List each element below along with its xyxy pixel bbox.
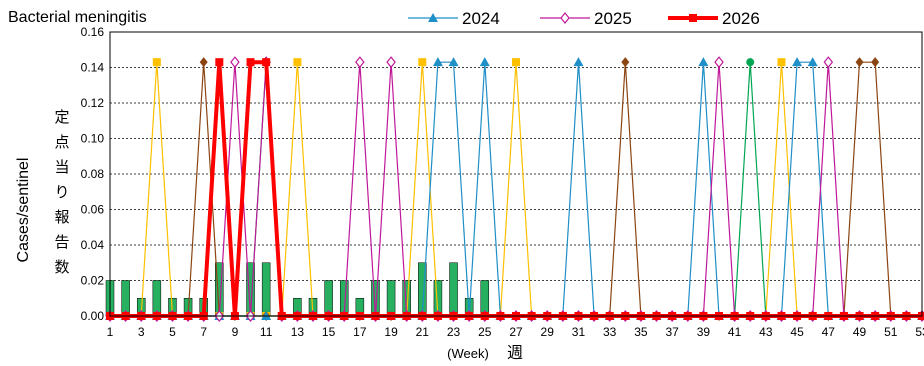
x-tick-label: 5 [169, 325, 176, 339]
series-1-point [293, 58, 302, 67]
y-tick-label: 0.00 [81, 309, 105, 323]
y-axis-label-jp-char: 告 [54, 234, 69, 251]
y-axis-label-jp-char: 数 [54, 259, 69, 276]
y-tick-labels: 0.00 0.02 0.04 0.06 0.08 0.10 0.12 0.14 0.16 [81, 25, 105, 323]
x-axis-label-en: (Week) [447, 346, 489, 361]
x-tick-label: 43 [759, 325, 773, 339]
series-2026-line [110, 60, 922, 318]
y-axis-label-en: Cases/sentinel [15, 158, 32, 263]
chart-title: Bacterial meningitis [8, 9, 147, 26]
bar [261, 262, 271, 317]
y-tick-label: 0.02 [81, 274, 105, 288]
series-2024-point [573, 57, 584, 67]
series-2024-point [698, 57, 709, 67]
series-2024-point [792, 57, 803, 67]
series-2026-point [246, 58, 255, 67]
legend-marker-2025 [560, 12, 570, 24]
x-tick-label: 25 [478, 325, 492, 339]
series-2-point [871, 57, 880, 68]
y-tick-label: 0.16 [81, 25, 105, 39]
series-1-point [152, 58, 161, 67]
x-tick-label: 53 [915, 325, 924, 339]
x-tick-label: 51 [884, 325, 898, 339]
x-tick-label: 15 [322, 325, 336, 339]
x-tick-label: 31 [572, 325, 586, 339]
bar [449, 262, 458, 317]
x-tick-label: 17 [353, 325, 367, 339]
series-2024-point [448, 57, 459, 67]
x-tick-label: 3 [138, 325, 145, 339]
y-tick-label: 0.10 [81, 132, 105, 146]
x-tick-label: 47 [822, 325, 836, 339]
x-tick-label: 13 [291, 325, 305, 339]
y-axis-label-jp-char: 点 [54, 134, 69, 151]
series-1-point [777, 58, 786, 67]
x-tick-label: 21 [416, 325, 430, 339]
x-tick-label: 37 [665, 325, 679, 339]
line-series [105, 56, 924, 322]
legend-label-2024: 2024 [462, 9, 500, 28]
y-tick-label: 0.12 [81, 96, 105, 110]
y-tick-label: 0.08 [81, 167, 105, 181]
series-2024-point [432, 57, 443, 67]
series-2024-point [807, 57, 818, 67]
x-tick-label: 11 [260, 325, 273, 339]
x-tick-label: 9 [232, 325, 239, 339]
y-tick-label: 0.14 [81, 61, 105, 75]
series-2-point [199, 57, 208, 68]
x-tick-label: 49 [853, 325, 867, 339]
series-2-point [855, 57, 864, 68]
y-axis-label-jp-char: 当 [54, 159, 69, 176]
legend-marker-2026 [689, 14, 697, 22]
series-2-point [621, 57, 630, 68]
x-tick-label: 41 [728, 325, 742, 339]
series-2025-point [230, 56, 240, 69]
legend-label-2026: 2026 [722, 9, 760, 28]
x-tick-label: 39 [697, 325, 711, 339]
series-1-point [418, 58, 427, 67]
y-axis-label-jp-char: 報 [54, 209, 69, 226]
series-2025-point [355, 56, 365, 69]
x-tick-label: 1 [107, 325, 114, 339]
bar-series [105, 262, 490, 317]
series-1-point [512, 58, 520, 67]
series-3-point [746, 58, 755, 67]
series-2025-point [386, 56, 396, 69]
series-2025-point [714, 56, 724, 69]
y-axis-label-jp-char: り [54, 184, 69, 201]
x-axis-label-jp: 週 [507, 344, 523, 362]
y-tick-label: 0.04 [81, 238, 105, 252]
y-tick-label: 0.06 [81, 203, 105, 217]
y-axis-label-jp-char: 定 [54, 109, 69, 126]
x-tick-label: 35 [634, 325, 648, 339]
x-tick-label: 29 [541, 325, 555, 339]
x-tick-label: 45 [790, 325, 804, 339]
x-tick-label: 7 [200, 325, 207, 339]
legend-marker-2024 [428, 13, 438, 22]
x-tick-label: 19 [384, 325, 398, 339]
x-tick-label: 27 [509, 325, 523, 339]
bar [386, 280, 396, 317]
legend: 2024 2025 2026 [408, 9, 760, 28]
series-2024-point [479, 57, 490, 67]
series-2026-point [262, 58, 271, 67]
x-tick-label: 23 [447, 325, 461, 339]
series-2025-point [823, 56, 834, 69]
plot-frame [109, 31, 923, 317]
series-2026-point [215, 58, 224, 67]
legend-label-2025: 2025 [594, 9, 632, 28]
x-tick-labels: 1 3 5 7 9 11 13 15 17 19 21 23 25 27 29 31 33 35 37 39 41 43 4… [107, 316, 924, 339]
x-tick-label: 33 [603, 325, 617, 339]
